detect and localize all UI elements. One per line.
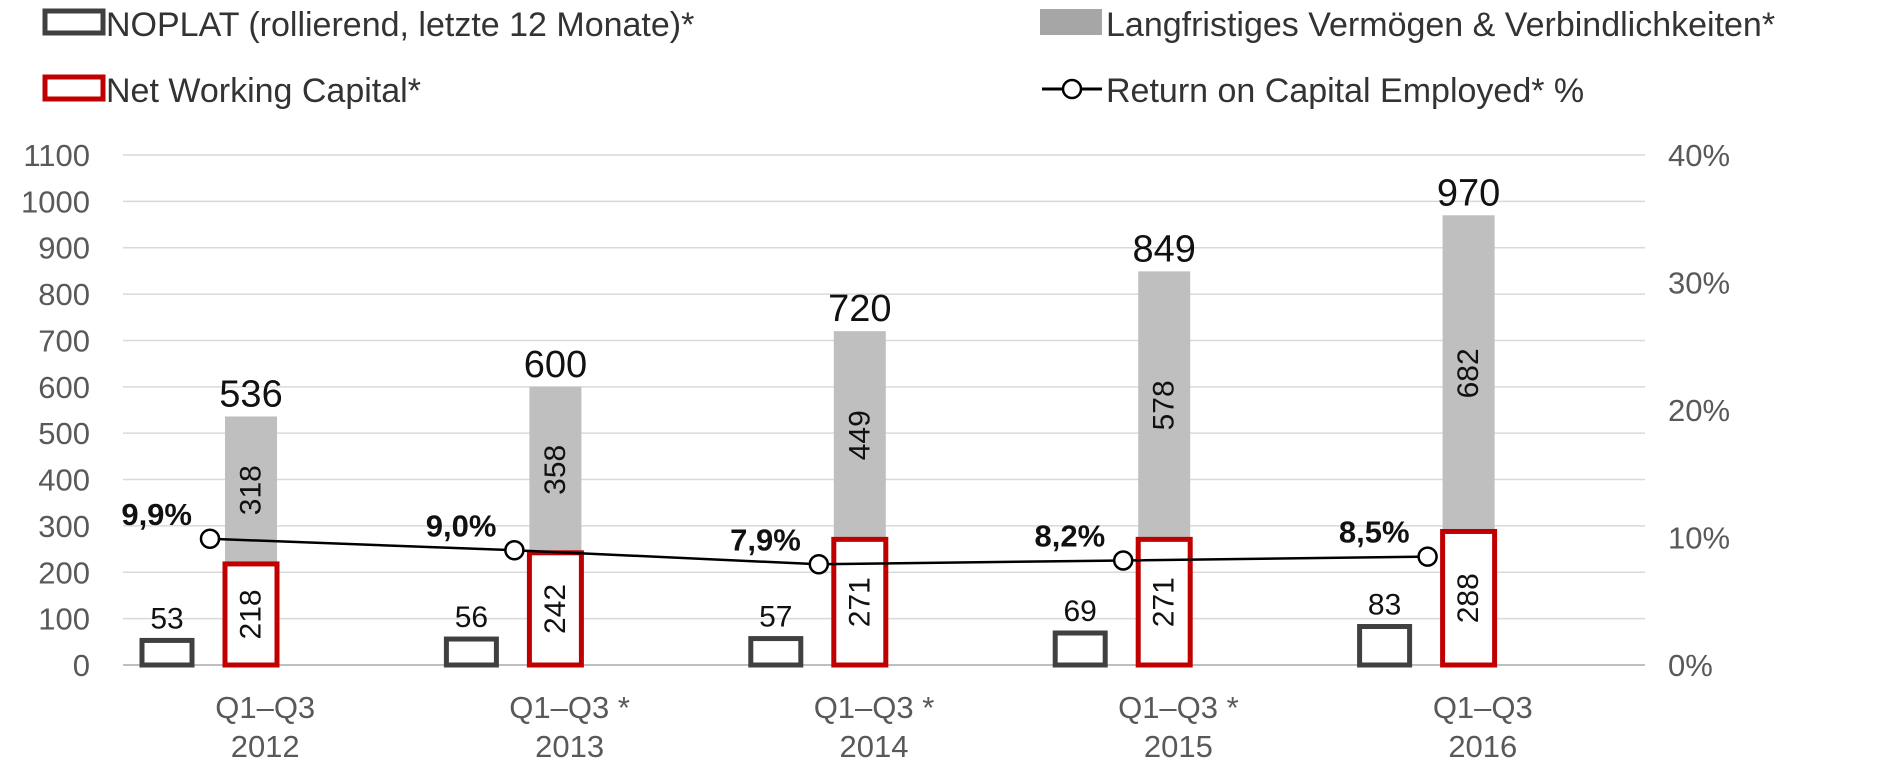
bar-nwc (526, 550, 584, 668)
data-label-longterm: 682 (1452, 348, 1485, 398)
x-axis-category-label: Q1–Q3 * (1118, 690, 1239, 725)
bar-longterm (1442, 215, 1495, 532)
x-axis-category-label: Q1–Q3 * (509, 690, 630, 725)
data-label-noplat: 56 (455, 601, 488, 634)
y-axis-right-tick: 40% (1668, 138, 1730, 173)
y-axis-left-tick: 100 (38, 602, 90, 637)
bar-nwc (1440, 528, 1498, 668)
x-axis-category-year: 2015 (1144, 729, 1213, 764)
data-label-roce: 9,0% (426, 508, 497, 543)
data-label-noplat: 83 (1368, 589, 1401, 622)
data-label-total: 600 (524, 344, 587, 386)
data-label-roce: 8,5% (1339, 515, 1410, 550)
bar-nwc (222, 561, 280, 668)
data-label-noplat: 57 (759, 601, 792, 634)
roce-point (1417, 546, 1438, 567)
y-axis-left-tick: 800 (38, 277, 90, 312)
bar-longterm (529, 386, 582, 553)
data-label-nwc: 218 (235, 589, 268, 639)
legend-label-nwc: Net Working Capital* (106, 72, 421, 110)
data-label-longterm: 358 (539, 445, 572, 495)
y-axis-left-tick: 900 (38, 231, 90, 266)
legend-swatch-noplat (42, 8, 106, 36)
data-label-nwc: 271 (1148, 577, 1181, 627)
legend-marker-roce (1061, 78, 1083, 100)
y-axis-left-tick: 0 (73, 648, 90, 683)
y-axis-right-tick: 20% (1668, 393, 1730, 428)
bar-nwc (831, 536, 889, 668)
y-axis-right-tick: 30% (1668, 266, 1730, 301)
x-axis-category-year: 2014 (840, 729, 909, 764)
x-axis-category-year: 2012 (231, 729, 300, 764)
y-axis-left-tick: 300 (38, 509, 90, 544)
data-label-longterm: 318 (235, 465, 268, 515)
x-axis-category-label: Q1–Q3 (1433, 690, 1533, 725)
legend-item-noplat[interactable]: NOPLAT (rollierend, letzte 12 Monate)* (42, 6, 694, 44)
data-label-nwc: 242 (539, 584, 572, 634)
legend-label-roce: Return on Capital Employed* % (1106, 72, 1584, 110)
data-label-noplat: 69 (1064, 595, 1097, 628)
data-label-roce: 9,9% (121, 497, 192, 532)
y-axis-right-tick: 0% (1668, 648, 1713, 683)
roce-point (808, 554, 830, 575)
data-label-roce: 7,9% (730, 522, 801, 557)
legend-label-longterm: Langfristiges Vermögen & Verbindlichkeit… (1106, 6, 1775, 44)
roce-point (504, 540, 525, 561)
data-label-roce: 8,2% (1035, 518, 1106, 553)
data-label-nwc: 271 (843, 577, 876, 627)
x-axis-category-label: Q1–Q3 (215, 690, 315, 725)
y-axis-left-tick: 1100 (23, 138, 90, 173)
x-axis-category-label: Q1–Q3 * (814, 690, 935, 725)
legend-swatch-longterm (1040, 9, 1102, 35)
data-label-total: 849 (1132, 228, 1195, 270)
data-label-total: 536 (219, 373, 282, 415)
legend-item-roce[interactable]: Return on Capital Employed* % (1042, 72, 1584, 110)
roce-point (199, 528, 221, 550)
y-axis-right-tick: 10% (1668, 521, 1730, 556)
y-axis-left-tick: 1000 (21, 184, 90, 219)
bar-noplat (1052, 630, 1108, 668)
bar-noplat (748, 636, 804, 668)
bar-longterm (833, 331, 886, 540)
y-axis-left-tick: 400 (38, 463, 90, 498)
data-label-total: 720 (828, 288, 891, 330)
x-axis-category-year: 2013 (535, 729, 604, 764)
bar-noplat (139, 637, 195, 668)
data-label-longterm: 449 (843, 410, 876, 460)
roce-point (1112, 550, 1134, 571)
y-axis-left-tick: 200 (38, 555, 90, 590)
legend-item-longterm[interactable]: Langfristiges Vermögen & Verbindlichkeit… (1040, 6, 1775, 44)
data-label-longterm: 578 (1148, 380, 1181, 430)
legend-label-noplat: NOPLAT (rollierend, letzte 12 Monate)* (106, 6, 694, 44)
legend-swatch-nwc (42, 74, 106, 102)
y-axis-left-tick: 500 (38, 416, 90, 451)
legend-item-nwc[interactable]: Net Working Capital* (42, 72, 421, 110)
x-axis-category-year: 2016 (1448, 729, 1517, 764)
legend: NOPLAT (rollierend, letzte 12 Monate)* L… (42, 6, 1775, 110)
data-label-total: 970 (1437, 172, 1500, 214)
bar-noplat (1357, 624, 1413, 668)
bar-longterm (1138, 271, 1191, 540)
y-axis-left-tick: 600 (38, 370, 90, 405)
data-label-noplat: 53 (150, 602, 183, 635)
plot-area: 0 100 200 300 400 500 600 700 800 900 1000 1100 0% 10… (21, 138, 1730, 764)
data-label-nwc: 288 (1452, 573, 1485, 623)
y-axis-left-tick: 700 (38, 323, 90, 358)
bar-noplat (443, 636, 499, 668)
